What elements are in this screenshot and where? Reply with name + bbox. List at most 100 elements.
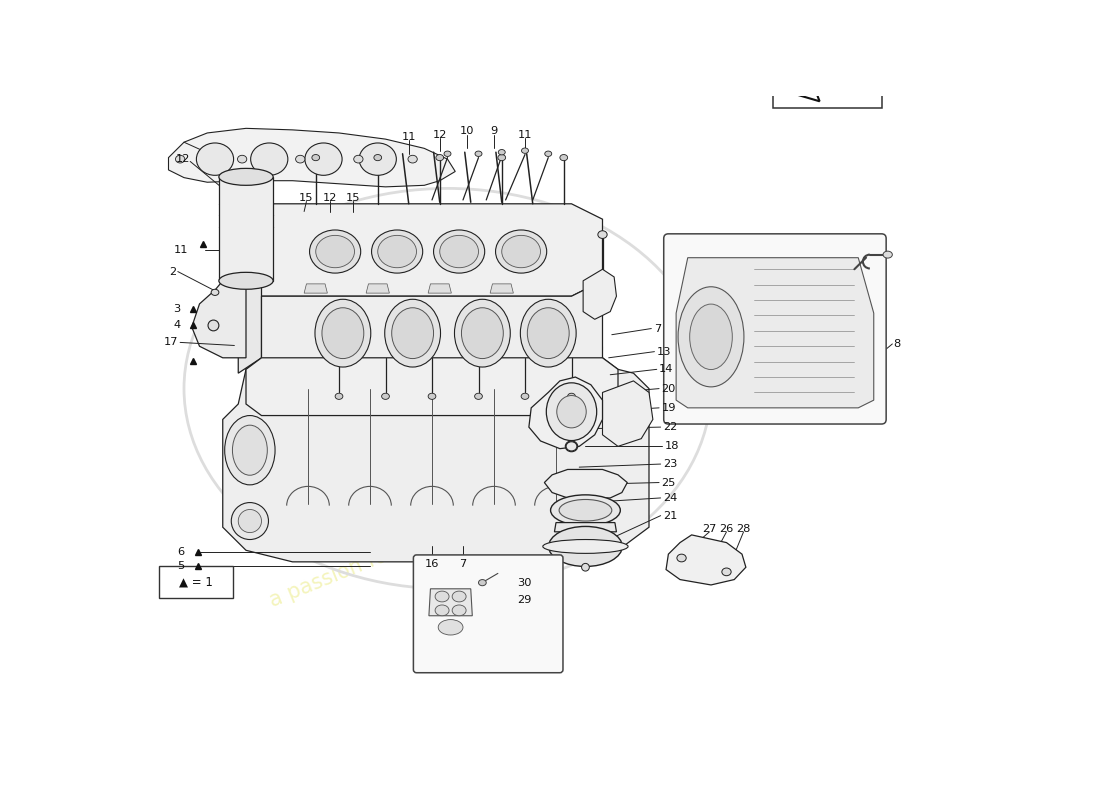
Ellipse shape <box>224 415 275 485</box>
Polygon shape <box>168 128 455 187</box>
Ellipse shape <box>433 230 485 273</box>
Ellipse shape <box>559 499 612 521</box>
Text: 21: 21 <box>663 510 678 521</box>
Ellipse shape <box>197 143 233 175</box>
Ellipse shape <box>502 235 540 268</box>
Ellipse shape <box>372 230 422 273</box>
Ellipse shape <box>305 143 342 175</box>
Ellipse shape <box>219 168 273 186</box>
Text: 14: 14 <box>659 364 673 374</box>
Text: 3: 3 <box>173 303 180 314</box>
Text: 12: 12 <box>432 130 447 139</box>
Ellipse shape <box>251 143 288 175</box>
Polygon shape <box>191 281 246 358</box>
Ellipse shape <box>542 539 628 554</box>
Polygon shape <box>667 535 746 585</box>
Ellipse shape <box>690 304 733 370</box>
Ellipse shape <box>547 383 596 441</box>
Text: 25: 25 <box>661 478 675 487</box>
Ellipse shape <box>211 290 219 295</box>
Text: 29: 29 <box>517 595 531 606</box>
Text: 12: 12 <box>176 154 190 164</box>
Polygon shape <box>222 358 649 562</box>
Text: 11: 11 <box>518 130 532 139</box>
Text: 15: 15 <box>299 193 314 202</box>
Ellipse shape <box>565 441 578 452</box>
Ellipse shape <box>309 230 361 273</box>
Ellipse shape <box>551 495 620 526</box>
Ellipse shape <box>374 154 382 161</box>
FancyBboxPatch shape <box>663 234 887 424</box>
Ellipse shape <box>676 554 686 562</box>
Polygon shape <box>544 470 627 498</box>
Ellipse shape <box>322 308 364 358</box>
Ellipse shape <box>354 155 363 163</box>
Text: 11: 11 <box>402 132 416 142</box>
Text: 30: 30 <box>517 578 531 588</box>
Ellipse shape <box>408 155 417 163</box>
Ellipse shape <box>238 155 246 163</box>
Polygon shape <box>554 522 616 532</box>
Ellipse shape <box>296 155 305 163</box>
Text: 22: 22 <box>663 422 678 432</box>
Text: 6: 6 <box>177 547 184 557</box>
Polygon shape <box>429 589 472 616</box>
Polygon shape <box>219 177 273 281</box>
Ellipse shape <box>520 299 576 367</box>
Ellipse shape <box>883 251 892 258</box>
Ellipse shape <box>392 308 433 358</box>
Polygon shape <box>262 281 603 373</box>
Polygon shape <box>239 204 262 373</box>
Polygon shape <box>491 284 514 293</box>
Ellipse shape <box>521 148 528 154</box>
Polygon shape <box>676 258 873 408</box>
Text: 26: 26 <box>719 524 734 534</box>
Ellipse shape <box>560 154 568 161</box>
Text: 27: 27 <box>702 524 716 534</box>
Polygon shape <box>304 284 328 293</box>
Polygon shape <box>239 204 603 296</box>
Ellipse shape <box>475 151 482 157</box>
Ellipse shape <box>436 154 443 161</box>
Text: 9: 9 <box>491 126 497 137</box>
Ellipse shape <box>382 394 389 399</box>
Polygon shape <box>583 270 616 319</box>
Ellipse shape <box>444 151 451 157</box>
Ellipse shape <box>498 150 505 155</box>
Polygon shape <box>246 358 618 415</box>
Ellipse shape <box>521 394 529 399</box>
Ellipse shape <box>495 230 547 273</box>
Text: 16: 16 <box>425 559 439 569</box>
Text: 18: 18 <box>664 442 679 451</box>
Polygon shape <box>603 381 653 446</box>
FancyBboxPatch shape <box>414 555 563 673</box>
Text: 23: 23 <box>663 459 678 469</box>
Text: 28: 28 <box>736 524 750 534</box>
Text: 11: 11 <box>174 245 188 255</box>
Polygon shape <box>428 284 451 293</box>
Ellipse shape <box>527 308 569 358</box>
Text: 7: 7 <box>653 323 661 334</box>
Text: 17: 17 <box>163 338 178 347</box>
Ellipse shape <box>582 563 590 571</box>
Ellipse shape <box>452 605 466 616</box>
Text: 7: 7 <box>460 559 466 569</box>
Ellipse shape <box>598 230 607 238</box>
Text: ▲ = 1: ▲ = 1 <box>179 575 213 588</box>
Text: a passion for parts since 1985: a passion for parts since 1985 <box>266 474 566 611</box>
Ellipse shape <box>359 143 396 175</box>
Ellipse shape <box>436 605 449 616</box>
Ellipse shape <box>231 502 268 539</box>
Ellipse shape <box>452 591 466 602</box>
Text: 4: 4 <box>173 321 180 330</box>
Text: 8: 8 <box>893 339 901 349</box>
Text: 2: 2 <box>169 266 176 277</box>
Ellipse shape <box>377 235 417 268</box>
FancyArrow shape <box>796 58 877 102</box>
Ellipse shape <box>557 395 586 428</box>
Ellipse shape <box>176 155 185 163</box>
Text: 24: 24 <box>663 493 678 503</box>
Text: 10: 10 <box>460 126 474 137</box>
Ellipse shape <box>440 235 478 268</box>
Ellipse shape <box>316 235 354 268</box>
